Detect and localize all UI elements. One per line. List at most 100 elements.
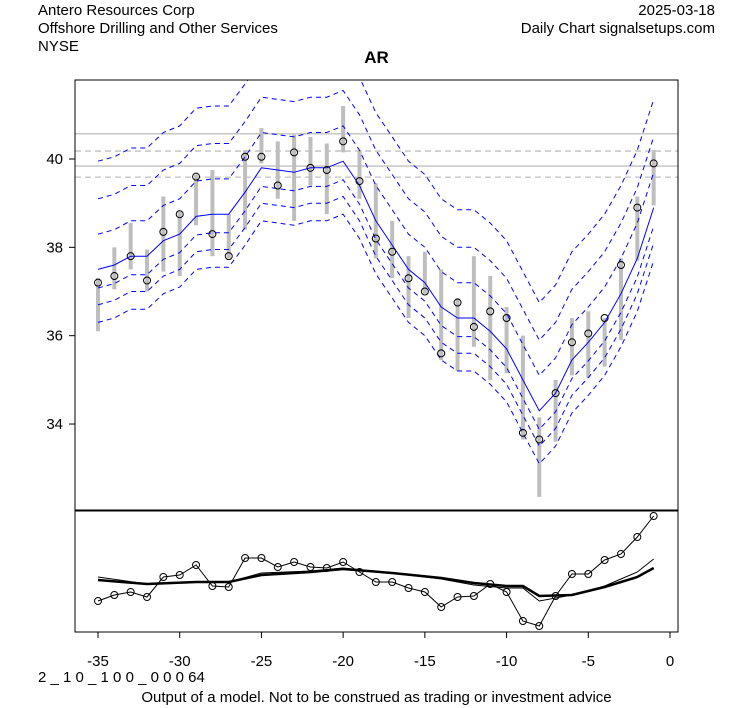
y-tick-label: 38 (46, 239, 63, 256)
oscillator-point (208, 582, 217, 590)
upper-band-line (97, 125, 655, 377)
oscillator-point (616, 550, 625, 558)
close-point (224, 252, 233, 261)
close-point (404, 274, 413, 283)
x-tick-label: -10 (496, 653, 518, 670)
close-point (633, 203, 642, 212)
close-point (486, 307, 495, 316)
close-point (437, 349, 446, 358)
oscillator-point (322, 564, 331, 572)
chart-date: 2025-03-18 (638, 2, 715, 19)
close-point (339, 137, 348, 146)
oscillator-point (600, 556, 609, 564)
company-name: Antero Resources Corp (38, 2, 195, 19)
oscillator-point (159, 573, 168, 581)
x-tick-label: 0 (666, 653, 674, 670)
lower-band-line (97, 213, 655, 465)
close-point (143, 276, 152, 285)
close-point (388, 247, 397, 256)
close-point (322, 166, 331, 175)
x-tick-label: -20 (332, 653, 354, 670)
close-point (649, 159, 658, 168)
close-point (584, 329, 593, 338)
close-point (616, 261, 625, 270)
x-tick-label: -25 (251, 653, 273, 670)
industry: Offshore Drilling and Other Services (38, 20, 278, 37)
close-point (502, 314, 511, 323)
oscillator-point (110, 591, 119, 599)
center-line (97, 160, 655, 412)
oscillator-point (633, 533, 642, 541)
y-tick-label: 36 (46, 328, 63, 345)
x-tick-label: -35 (87, 653, 109, 670)
oscillator-point (551, 592, 560, 600)
x-tick-label: -15 (414, 653, 436, 670)
close-point (94, 278, 102, 287)
oscillator-point (567, 570, 576, 578)
close-point (208, 230, 217, 239)
close-point (290, 148, 299, 157)
close-point (535, 435, 544, 444)
close-point (257, 152, 266, 161)
oscillator-point (453, 593, 462, 601)
lower-frame (74, 510, 679, 633)
oscillator-point (290, 558, 299, 566)
close-point (420, 287, 429, 296)
oscillator-line (97, 515, 655, 627)
close-point (110, 272, 119, 281)
close-point (192, 172, 201, 181)
upper-band-line (97, 89, 655, 341)
close-point (273, 181, 282, 190)
oscillator-point (257, 554, 266, 562)
oscillator-point (94, 597, 102, 605)
close-point (306, 163, 315, 172)
close-point (518, 428, 527, 437)
oscillator-point (192, 561, 201, 569)
oscillator-point (355, 568, 364, 576)
oscillator-point (420, 588, 429, 596)
oscillator-point (649, 512, 658, 520)
y-tick-label: 40 (46, 151, 63, 168)
chart-title: AR (364, 48, 389, 67)
oscillator-point (486, 580, 495, 588)
disclaimer: Output of a model. Not to be construed a… (141, 689, 612, 706)
close-point (241, 152, 250, 161)
oscillator-point (371, 578, 380, 586)
oscillator-point (273, 563, 282, 571)
close-point (600, 314, 609, 323)
close-point (453, 298, 462, 307)
oscillator-point (175, 571, 184, 579)
oscillator-point (143, 593, 152, 601)
close-point (371, 234, 380, 243)
oscillator-point (469, 592, 478, 600)
oscillator-point (306, 563, 315, 571)
x-tick-label: -5 (582, 653, 595, 670)
chart-source: Daily Chart signalsetups.com (520, 20, 715, 37)
close-point (175, 210, 184, 219)
lower-band-line (97, 179, 655, 431)
oscillator-point (388, 578, 397, 586)
close-point (126, 252, 135, 261)
exchange: NYSE (38, 38, 79, 55)
oscillator-point (584, 570, 593, 578)
oscillator-point (535, 622, 544, 630)
oscillator-point (518, 617, 527, 625)
oscillator-point (224, 583, 233, 591)
y-tick-label: 34 (46, 416, 63, 433)
main-frame (74, 79, 679, 511)
upper-band-line (97, 80, 655, 304)
close-point (355, 177, 364, 186)
oscillator-point (339, 558, 348, 566)
oscillator-point (126, 588, 135, 596)
oscillator-point (437, 603, 446, 611)
x-tick-label: -30 (169, 653, 191, 670)
oscillator-point (241, 554, 250, 562)
model-code: 2 _ 1 0 _ 1 0 0 _ 0 0 0 64 (38, 669, 205, 686)
oscillator-point (502, 588, 511, 596)
oscillator-point (404, 584, 413, 592)
close-point (159, 227, 168, 236)
close-point (469, 322, 478, 331)
close-point (567, 338, 576, 347)
smooth-fast-line (97, 558, 655, 602)
